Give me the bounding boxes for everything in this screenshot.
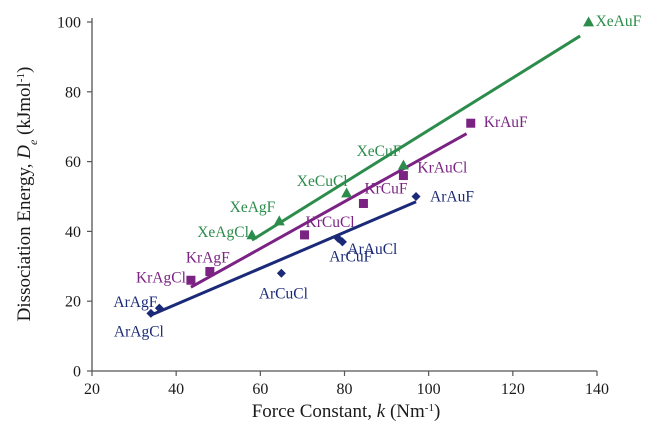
point-label-kragf: KrAgF	[186, 250, 230, 267]
x-tick-label: 60	[252, 381, 268, 398]
x-tick-label: 80	[337, 381, 353, 398]
trend-line	[150, 200, 417, 317]
data-point-kragf	[205, 267, 215, 277]
y-tick-label: 20	[65, 294, 81, 311]
point-label-kraucl: KrAuCl	[417, 160, 467, 177]
y-axis-title: Dissociation Energy, De (kJmol-1)	[14, 67, 40, 322]
trend-line	[251, 34, 581, 242]
data-point-aragcl	[146, 308, 156, 318]
point-label-xecucl: XeCuCl	[297, 173, 348, 190]
y-tick-label: 60	[65, 154, 81, 171]
data-point-xeagf	[273, 215, 285, 226]
point-label-arcuf: ArCuF	[329, 248, 372, 265]
point-label-xeagcl: XeAgCl	[197, 224, 249, 241]
data-point-xecuf	[397, 159, 409, 170]
data-point-kragcl	[186, 275, 196, 285]
data-point-xeagcl	[246, 229, 258, 240]
y-tick-label: 0	[73, 364, 81, 381]
data-point-arcucl	[276, 268, 286, 278]
data-point-krcuf	[358, 198, 368, 208]
data-point-xecucl	[341, 187, 353, 198]
data-point-kraucl	[398, 171, 408, 181]
x-tick-label: 140	[585, 381, 609, 398]
y-ticks: 0 20 40 60 80 100	[57, 15, 92, 381]
x-axis-title: Force Constant, k (Nm-1)	[252, 401, 441, 422]
point-label-krcuf: KrCuF	[364, 180, 407, 197]
point-label-aragcl: ArAgCl	[114, 323, 164, 340]
y-tick-label: 80	[65, 84, 81, 101]
y-tick-label: 40	[65, 224, 81, 241]
data-point-arauf	[411, 192, 421, 201]
y-tick-label: 100	[57, 15, 81, 32]
x-ticks: 20 40 60 80 100 120 140	[84, 371, 609, 398]
trend-lines	[150, 34, 581, 317]
point-label-xeagf: XeAgF	[230, 199, 276, 216]
data-point-aragf	[154, 303, 164, 313]
data-point-araucl	[337, 237, 347, 247]
point-label-xecuf: XeCuF	[357, 143, 402, 160]
data-point-xeauf	[583, 16, 595, 27]
point-label-krcucl: KrCuCl	[306, 214, 355, 231]
point-label-krauf: KrAuF	[484, 114, 528, 131]
data-point-krcucl	[300, 230, 310, 240]
trend-line	[190, 132, 468, 289]
x-tick-label: 40	[168, 381, 184, 398]
point-label-xeauf: XeAuF	[596, 13, 642, 30]
point-label-kragcl: KrAgCl	[136, 269, 186, 286]
point-label-aragf: ArAgF	[113, 294, 157, 311]
data-point-krauf	[466, 118, 476, 128]
x-tick-label: 120	[501, 381, 525, 398]
point-label-arauf: ArAuF	[430, 189, 474, 206]
point-label-arcucl: ArCuCl	[259, 285, 308, 302]
point-label-araucl: ArAuCl	[347, 241, 397, 258]
data-markers	[146, 16, 595, 318]
x-tick-label: 20	[84, 381, 100, 398]
x-tick-label: 100	[417, 381, 441, 398]
